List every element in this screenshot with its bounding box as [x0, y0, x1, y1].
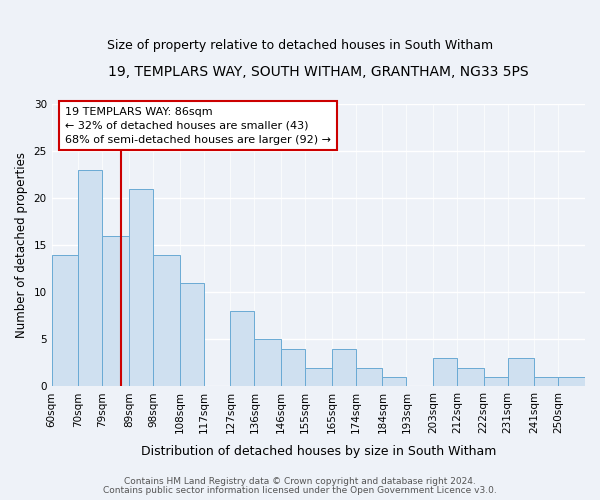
Text: Contains public sector information licensed under the Open Government Licence v3: Contains public sector information licen… [103, 486, 497, 495]
Bar [559, 377, 585, 386]
Text: 19 TEMPLARS WAY: 86sqm
← 32% of detached houses are smaller (43)
68% of semi-det: 19 TEMPLARS WAY: 86sqm ← 32% of detached… [65, 106, 331, 144]
Y-axis label: Number of detached properties: Number of detached properties [15, 152, 28, 338]
Bar [535, 377, 559, 386]
Text: Contains HM Land Registry data © Crown copyright and database right 2024.: Contains HM Land Registry data © Crown c… [124, 477, 476, 486]
Text: Size of property relative to detached houses in South Witham: Size of property relative to detached ho… [107, 38, 493, 52]
Bar [129, 188, 153, 386]
Bar [305, 368, 332, 386]
Bar [153, 254, 179, 386]
Bar [356, 368, 382, 386]
Bar [52, 254, 79, 386]
Bar [332, 348, 356, 387]
X-axis label: Distribution of detached houses by size in South Witham: Distribution of detached houses by size … [140, 444, 496, 458]
Bar [433, 358, 457, 386]
Bar [457, 368, 484, 386]
Bar [79, 170, 103, 386]
Bar [484, 377, 508, 386]
Bar [281, 348, 305, 387]
Title: 19, TEMPLARS WAY, SOUTH WITHAM, GRANTHAM, NG33 5PS: 19, TEMPLARS WAY, SOUTH WITHAM, GRANTHAM… [108, 65, 529, 79]
Bar [103, 236, 129, 386]
Bar [230, 311, 254, 386]
Bar [382, 377, 406, 386]
Bar [254, 340, 281, 386]
Bar [508, 358, 535, 386]
Bar [179, 283, 203, 387]
